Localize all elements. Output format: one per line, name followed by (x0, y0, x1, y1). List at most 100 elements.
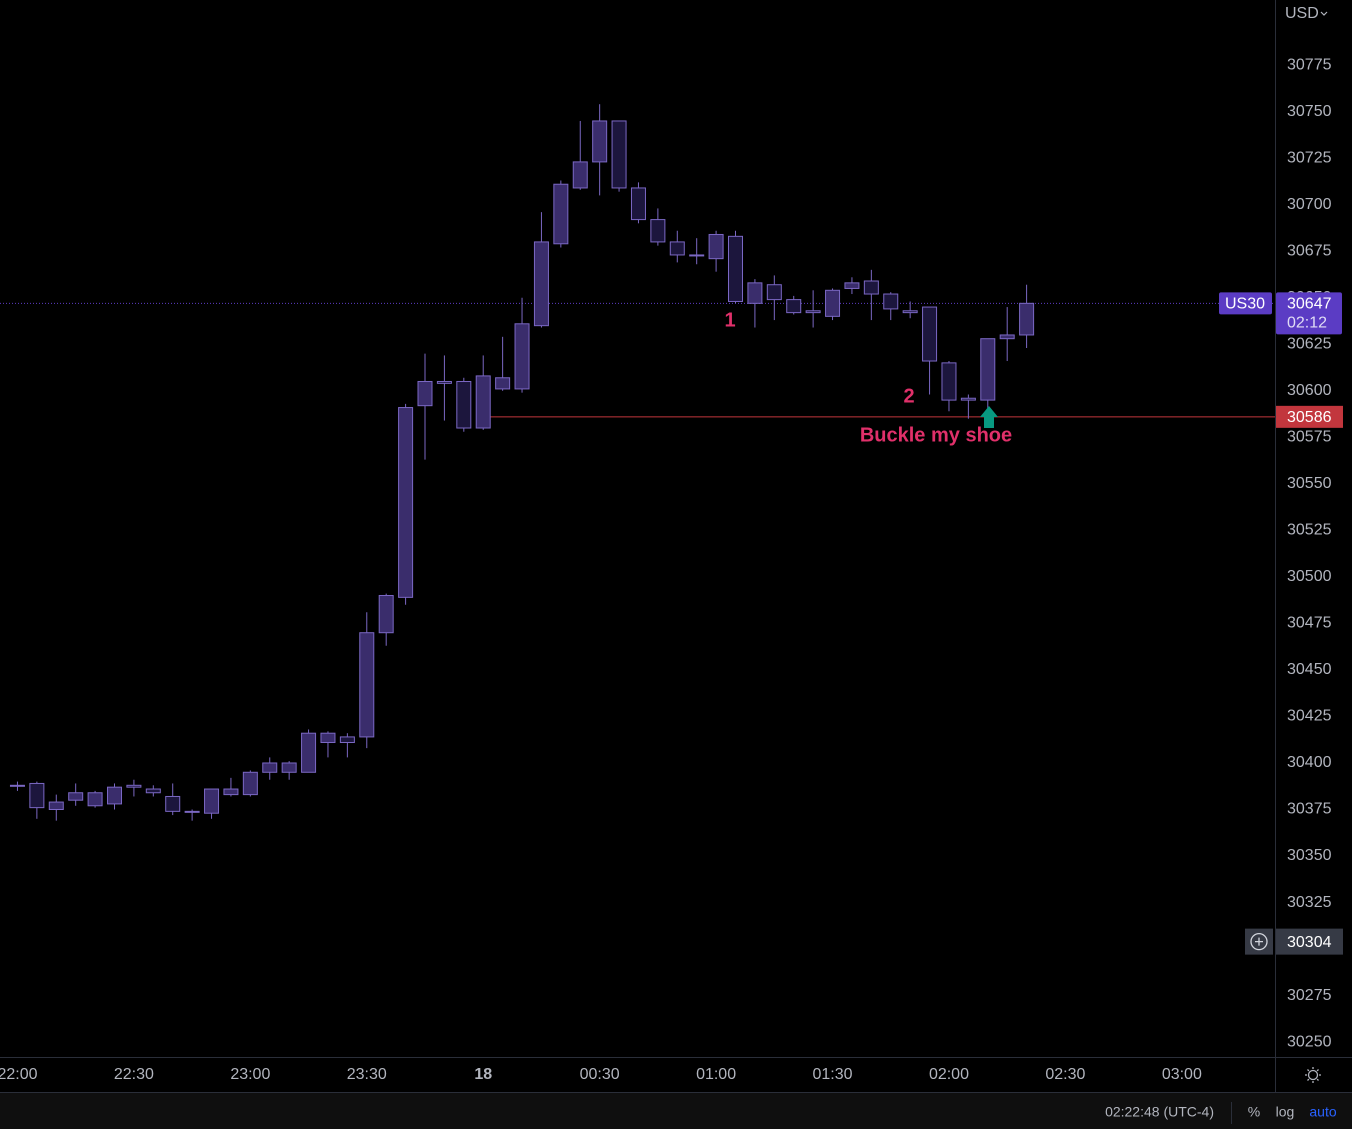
candle-body (514, 323, 530, 390)
candle-body (204, 788, 220, 814)
candle-body (281, 762, 297, 773)
arrow-marker (980, 406, 998, 428)
last-price-label-bg (1276, 292, 1342, 335)
candle-body (378, 594, 394, 634)
y-tick-label: 30525 (1287, 522, 1332, 539)
candle-body (669, 241, 685, 256)
price-labels: US30 30647 02:12 30586 30304 (1219, 292, 1343, 955)
candle-body (553, 183, 569, 245)
y-tick-label: 30325 (1287, 894, 1332, 911)
candle-body (844, 282, 860, 289)
candle-body (1019, 302, 1035, 336)
candle-body (863, 280, 879, 295)
add-alert-icon[interactable] (1250, 932, 1268, 951)
annotation: Buckle my shoe (860, 424, 1012, 446)
price-line-label: 30586 (1287, 409, 1332, 426)
candle-body (398, 407, 414, 598)
x-tick-label: 23:30 (347, 1066, 387, 1083)
symbol-label: US30 (1225, 296, 1265, 313)
x-tick-label: 02:00 (929, 1066, 969, 1083)
candle-body (786, 299, 802, 314)
candle-body (747, 282, 763, 304)
candle-body (68, 792, 84, 801)
y-tick-label: 30250 (1287, 1033, 1332, 1050)
y-tick-label: 30500 (1287, 568, 1332, 585)
clock: 02:22:48 (UTC-4) (1105, 1104, 1214, 1120)
candle-body (630, 187, 646, 221)
candle-body (48, 801, 64, 810)
candle-body (262, 762, 278, 773)
candle-body (883, 293, 899, 310)
candle-body (301, 732, 317, 773)
candle-body (533, 241, 549, 327)
x-tick-label: 22:00 (0, 1066, 38, 1083)
candle-body (825, 289, 841, 317)
candle-body (29, 782, 45, 809)
y-tick-label: 30425 (1287, 708, 1332, 725)
candle-body (960, 397, 976, 401)
currency-chevron[interactable] (1320, 11, 1328, 16)
price-line-label-bg (1276, 405, 1343, 428)
y-tick-label: 30450 (1287, 661, 1332, 678)
candle-body (902, 310, 918, 314)
candle-body (572, 161, 588, 189)
candle-body (165, 795, 181, 812)
y-tick-label: 30350 (1287, 847, 1332, 864)
x-tick-label: 00:30 (580, 1066, 620, 1083)
y-tick-label: 30400 (1287, 754, 1332, 771)
y-tick-label: 30700 (1287, 196, 1332, 213)
candle-body (708, 233, 724, 260)
symbol-label-bg (1219, 292, 1272, 315)
status-bar (0, 1092, 1352, 1129)
y-tick-label: 30725 (1287, 149, 1332, 166)
candle-body (320, 732, 336, 744)
candle-body (980, 338, 996, 401)
candle-body (456, 380, 472, 429)
settings-icon-teeth[interactable] (1305, 1067, 1321, 1083)
auto-toggle[interactable]: auto (1309, 1104, 1336, 1120)
y-tick-label: 30750 (1287, 103, 1332, 120)
candle-body (805, 310, 821, 314)
candle-body (106, 786, 122, 805)
last-price-label: 30647 (1287, 296, 1332, 313)
annotation: 1 (724, 309, 735, 331)
log-toggle[interactable]: log (1276, 1104, 1295, 1120)
settings-icon[interactable] (1305, 1067, 1321, 1083)
x-tick-label: 03:00 (1162, 1066, 1202, 1083)
candle-body (184, 810, 200, 813)
candle-body (611, 120, 627, 189)
y-tick-label: 30675 (1287, 242, 1332, 259)
candle-body (766, 284, 782, 301)
candle-body (126, 784, 142, 788)
y-tick-label: 30275 (1287, 987, 1332, 1004)
y-tick-label: 30550 (1287, 475, 1332, 492)
candle-body (242, 771, 258, 796)
currency-label[interactable]: USD (1285, 5, 1319, 22)
x-tick-label: 22:30 (114, 1066, 154, 1083)
x-tick-label: 01:00 (696, 1066, 736, 1083)
candle-body (417, 380, 433, 407)
crosshair-label-bg (1276, 928, 1343, 955)
y-tick-label: 30600 (1287, 382, 1332, 399)
y-tick-label: 30775 (1287, 56, 1332, 73)
candle-body (999, 334, 1015, 340)
y-tick-label: 30375 (1287, 801, 1332, 818)
candle-body (941, 362, 957, 401)
y-tick-label: 30475 (1287, 615, 1332, 632)
settings-icon-ring[interactable] (1307, 1069, 1319, 1081)
candle-body (728, 235, 744, 302)
annotation: 2 (903, 385, 914, 407)
candle-body (475, 375, 491, 429)
candle-body (689, 254, 705, 257)
y-tick-label: 30575 (1287, 429, 1332, 446)
candle-body (339, 736, 355, 744)
percent-toggle[interactable]: % (1248, 1104, 1260, 1120)
candle-body (145, 788, 161, 794)
candle-body (223, 788, 239, 796)
x-tick-label: 01:30 (813, 1066, 853, 1083)
candle-body (359, 632, 375, 738)
plot-area (0, 104, 1275, 821)
add-alert-plus[interactable] (1255, 937, 1263, 946)
crosshair-label: 30304 (1287, 934, 1332, 951)
